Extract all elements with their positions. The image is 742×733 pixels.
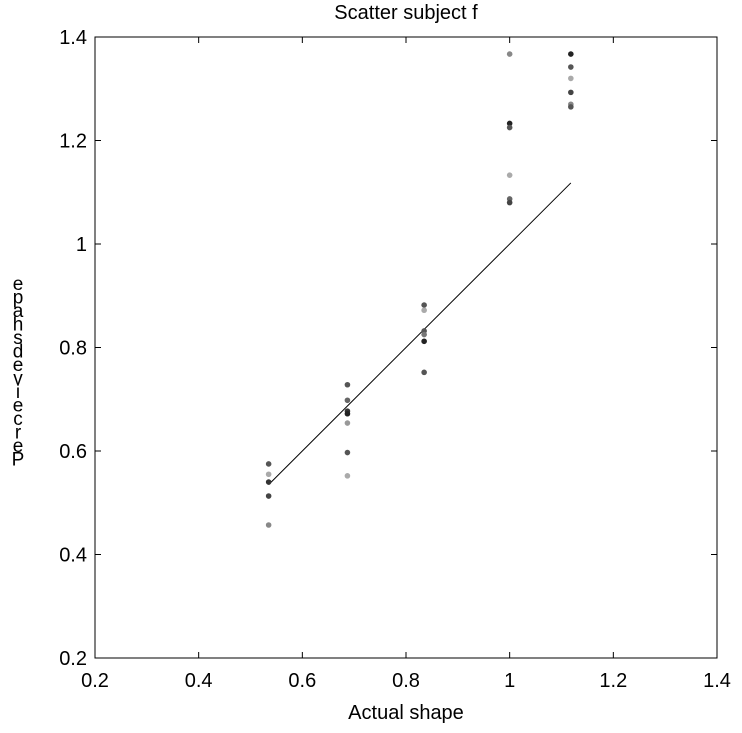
x-tick-label: 1.2 [599,670,627,692]
scatter-point [506,172,513,178]
x-tick-labels: 0.2 0.4 0.6 0.8 1 1.2 1.4 [81,670,731,692]
y-tick-label: 1.2 [59,131,87,153]
y-tick-label: 0.8 [59,338,87,360]
scatter-point [568,51,574,57]
scatter-point [568,104,574,110]
x-tick-label: 1.4 [703,670,731,692]
scatter-point [344,473,351,479]
scatter-point [265,522,272,528]
scatter-point [568,75,574,82]
scatter-point [506,51,513,57]
scatter-point [344,381,351,388]
scatter-point [265,471,272,478]
scatter-point [568,64,574,70]
scatter-point [506,120,513,127]
scatter-point [568,89,574,96]
scatter-point [421,307,427,314]
scatter-point [506,124,513,131]
y-tick-label: 0.2 [59,648,87,670]
scatter-point [344,410,351,417]
chart-title: Scatter subject f [334,2,478,24]
x-tick-label: 0.2 [81,670,109,692]
scatter-point [421,302,427,308]
y-tick-label: 1.4 [59,27,87,49]
scatter-point [344,397,351,404]
fit-line [268,182,572,485]
x-tick-label: 0.8 [392,670,420,692]
scatter-point [265,479,272,485]
scatter-point [344,420,351,426]
y-tick-labels: 0.2 0.4 0.6 0.8 1 1.2 1.4 [59,27,87,670]
y-tick-label: 0.6 [59,441,87,463]
scatter-point [421,331,427,338]
y-tick-label: 0.4 [59,545,87,567]
x-tick-label: 0.4 [185,670,213,692]
x-tick-label: 0.6 [288,670,316,692]
scatter-point [421,338,427,345]
data-points [265,51,574,528]
scatter-point [265,493,272,499]
x-axis-label: Actual shape [348,702,464,724]
scatter-point [344,449,351,456]
y-tick-label: 1 [76,234,87,256]
x-tick-label: 1 [504,670,515,692]
axis-ticks [94,36,718,659]
scatter-point [265,461,272,467]
scatter-point [421,369,427,376]
scatter-point [506,199,513,206]
